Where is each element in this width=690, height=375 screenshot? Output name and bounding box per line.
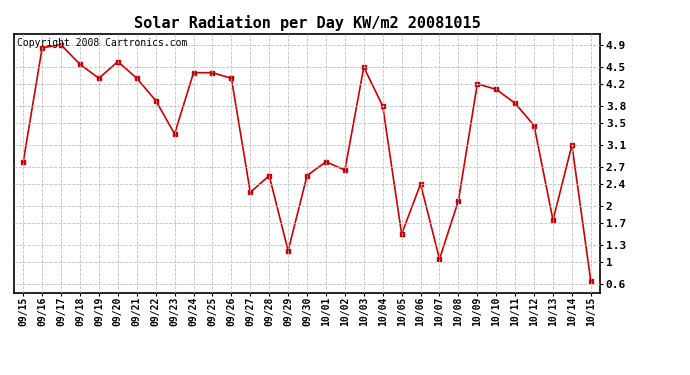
Title: Solar Radiation per Day KW/m2 20081015: Solar Radiation per Day KW/m2 20081015 — [134, 15, 480, 31]
Text: Copyright 2008 Cartronics.com: Copyright 2008 Cartronics.com — [17, 38, 187, 48]
